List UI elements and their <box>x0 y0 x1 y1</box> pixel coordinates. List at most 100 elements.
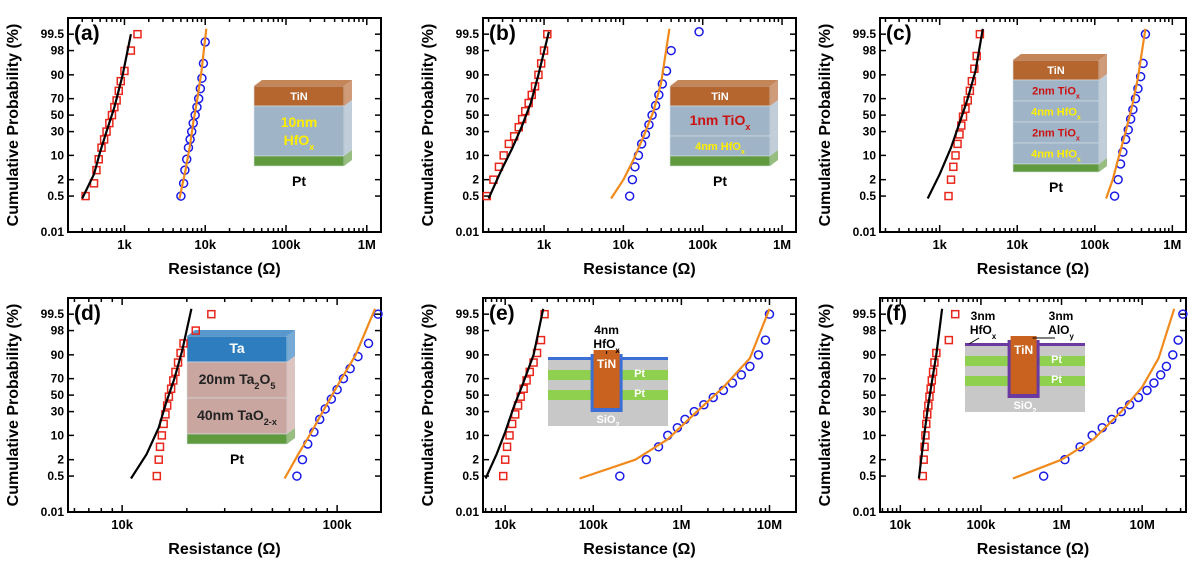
y-tick-label: 30 <box>466 405 480 419</box>
inset-layer <box>669 155 771 167</box>
data-point-circle <box>1142 385 1152 396</box>
y-tick-label: 30 <box>51 125 65 139</box>
data-point-square <box>920 442 929 452</box>
inset-pillar-label: TiN <box>1014 343 1033 357</box>
inset-layer-label: Pt <box>634 388 645 400</box>
inset-layer-label: Ta <box>229 340 245 356</box>
data-point-square <box>951 151 960 160</box>
fit-line <box>610 28 671 200</box>
plot-frame <box>879 17 1187 233</box>
inset-schematic: Ta 20nm Ta2O5 40nm TaO2-x Pt <box>186 330 295 467</box>
y-tick-label: 0.5 <box>859 189 876 203</box>
y-tick-label: 2 <box>869 173 876 187</box>
panel-label: (e) <box>489 302 515 325</box>
inset-bottom-label: Pt <box>292 173 306 189</box>
inset-layer-side <box>1099 158 1107 172</box>
y-tick-label: 50 <box>466 388 480 402</box>
inset-layer-side <box>770 100 778 136</box>
x-tick-label: 100k <box>272 237 302 252</box>
data-point-square <box>944 335 954 345</box>
y-axis-label: Cumulative Probability (%) <box>817 24 834 227</box>
data-point-circle <box>760 335 771 345</box>
fit-line <box>178 28 208 199</box>
y-tick-label: 0.01 <box>456 505 480 519</box>
y-tick-label: 99.5 <box>41 27 65 41</box>
y-tick-label: 99.5 <box>456 27 480 41</box>
data-point-circle <box>1155 370 1166 380</box>
y-tick-label: 90 <box>863 348 877 362</box>
y-tick-label: 90 <box>51 348 65 362</box>
chart-panel-3: 1k 10k 100k 1M 0.01 0.5 2 10 30 50 70 90 98 99.5 Resis… <box>817 17 1187 278</box>
y-tick-label: 0.5 <box>462 469 479 483</box>
data-point-circle <box>615 471 625 481</box>
data-point-circle <box>1107 414 1117 425</box>
x-tick-label: 10M <box>1129 517 1154 532</box>
y-tick-label: 98 <box>466 324 480 338</box>
data-point-circle <box>708 392 718 403</box>
data-point-square <box>155 442 165 452</box>
inset-bottom-label: Pt <box>713 173 727 189</box>
x-tick-label: 10k <box>889 517 911 532</box>
y-tick-label: 90 <box>863 68 877 82</box>
y-tick-label: 50 <box>863 388 877 402</box>
data-point-square <box>505 431 514 440</box>
fit-line <box>1105 28 1147 199</box>
data-point-circle <box>297 454 308 465</box>
inset-layer-label: TiN <box>1047 65 1065 77</box>
data-point-square <box>975 29 985 39</box>
y-tick-label: 0.5 <box>47 189 64 203</box>
inset-layer-side <box>344 150 352 166</box>
inset-layer-side <box>1099 95 1107 122</box>
data-point-circle <box>1038 471 1049 481</box>
data-point-circle <box>363 338 374 349</box>
y-tick-label: 50 <box>863 108 877 122</box>
data-point-circle <box>1133 83 1143 94</box>
inset-layer-label: 40nm TaO2-x <box>197 407 277 427</box>
inset-layer-side <box>344 100 352 156</box>
fit-line <box>579 308 771 480</box>
x-tick-label: 100k <box>688 237 718 252</box>
inset-layer <box>548 410 668 426</box>
plot-frame <box>67 17 382 233</box>
fit-line <box>917 308 944 479</box>
y-tick-label: 99.5 <box>853 27 877 41</box>
data-point-circle <box>641 454 652 465</box>
data-point-square <box>154 455 163 464</box>
fit-line <box>283 308 377 480</box>
y-tick-label: 98 <box>863 324 877 338</box>
y-tick-label: 0.01 <box>853 225 877 239</box>
inset-annotation: HfOx <box>593 337 620 355</box>
y-axis-label: Cumulative Probability (%) <box>420 304 437 507</box>
y-tick-label: 2 <box>472 173 479 187</box>
y-tick-label: 98 <box>51 44 65 58</box>
y-tick-label: 50 <box>51 388 65 402</box>
y-tick-label: 2 <box>869 453 876 467</box>
y-tick-label: 90 <box>466 348 480 362</box>
y-tick-label: 10 <box>51 428 65 442</box>
x-tick-label: 10k <box>613 237 635 252</box>
y-tick-label: 70 <box>466 92 480 106</box>
inset-layer-side <box>287 392 295 434</box>
x-tick-label: 10M <box>757 517 782 532</box>
y-tick-label: 0.5 <box>859 469 876 483</box>
inset-layer-label: TiN <box>711 91 729 103</box>
data-point-square <box>499 151 508 160</box>
y-tick-label: 0.01 <box>456 225 480 239</box>
inset-annotation: AlOy <box>1048 323 1074 341</box>
inset-layer-label: Pt <box>1051 374 1062 386</box>
x-tick-label: 1M <box>358 237 376 252</box>
y-tick-label: 99.5 <box>41 307 65 321</box>
x-axis-label: Resistance (Ω) <box>583 261 695 278</box>
inset-pointer <box>968 337 980 345</box>
data-point-square <box>953 139 962 149</box>
fit-line <box>926 28 984 199</box>
data-point-circle <box>1118 147 1128 157</box>
data-point-circle <box>736 370 747 380</box>
y-tick-label: 70 <box>466 372 480 386</box>
inset-layer-label: 10nm <box>281 114 318 130</box>
inset-bottom-label: Pt <box>230 451 244 467</box>
y-tick-label: 30 <box>863 405 877 419</box>
y-tick-label: 99.5 <box>456 307 480 321</box>
